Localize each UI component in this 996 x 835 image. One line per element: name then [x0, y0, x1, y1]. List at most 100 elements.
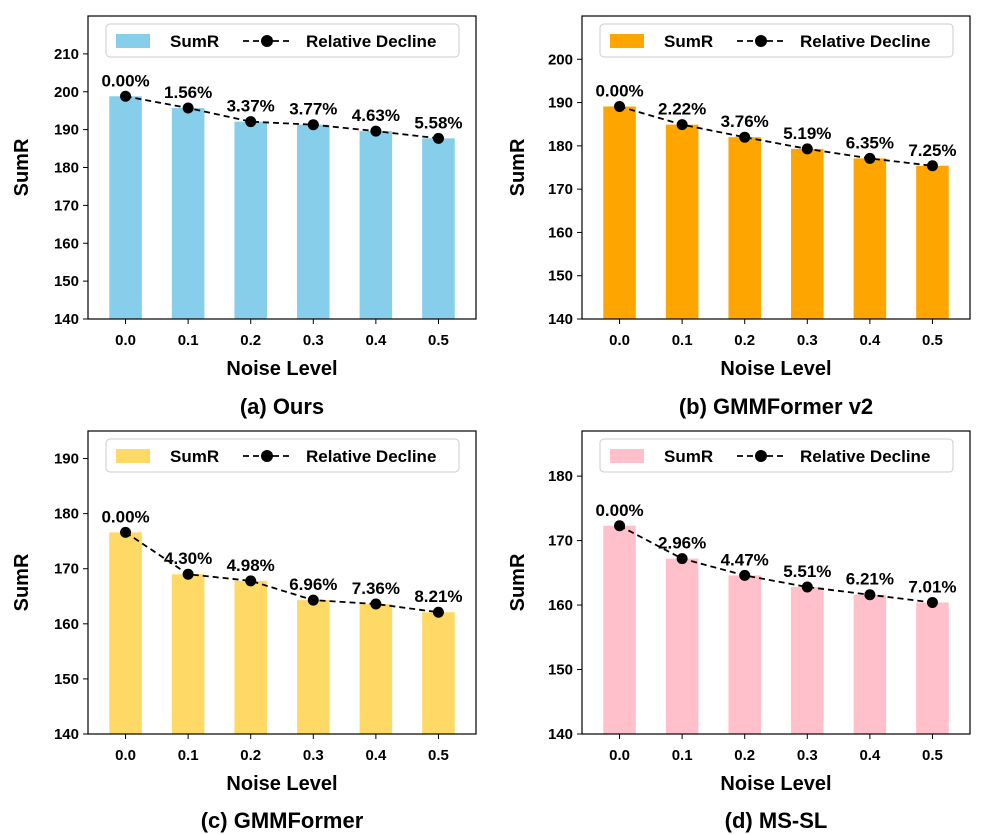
- decline-label: 4.98%: [227, 556, 275, 575]
- bar: [603, 106, 636, 320]
- legend: SumR Relative Decline: [599, 438, 954, 473]
- decline-marker: [432, 132, 444, 144]
- legend-bar-swatch: [610, 449, 644, 463]
- legend-label-sumr: SumR: [170, 32, 219, 51]
- decline-label: 7.36%: [352, 579, 400, 598]
- decline-line: [125, 531, 439, 614]
- bar: [297, 124, 330, 319]
- decline-marker: [182, 102, 194, 114]
- y-tick-label: 150: [54, 671, 79, 688]
- decline-label: 3.76%: [721, 112, 769, 131]
- decline-marker: [926, 596, 938, 608]
- decline-line: [619, 105, 933, 167]
- y-tick-label: 140: [54, 726, 79, 743]
- plot-frame: [87, 430, 477, 735]
- y-tick-label: 200: [548, 51, 573, 68]
- y-tick-label: 160: [548, 224, 573, 241]
- x-axis-label: Noise Level: [226, 358, 337, 380]
- y-tick-label: 180: [54, 160, 79, 177]
- y-tick-label: 140: [548, 726, 573, 743]
- legend: SumR Relative Decline: [105, 438, 460, 473]
- x-tick-label: 0.0: [115, 747, 136, 764]
- x-axis-label: Noise Level: [226, 773, 337, 795]
- decline-label: 7.25%: [908, 141, 956, 160]
- decline-label: 3.37%: [227, 97, 275, 116]
- y-tick-label: 170: [548, 533, 573, 550]
- y-tick-label: 190: [548, 95, 573, 112]
- legend: SumR Relative Decline: [105, 23, 460, 58]
- decline-label: 1.56%: [164, 83, 212, 102]
- decline-marker: [676, 553, 688, 565]
- chart-panel-4: 0.00% 2.96% 4.47% 5.51% 6.21% 7.01% 140 150 160 1…: [507, 430, 971, 833]
- x-tick-label: 0.1: [672, 747, 693, 764]
- bar: [171, 108, 205, 319]
- decline-line: [125, 95, 439, 140]
- legend: SumR Relative Decline: [599, 23, 954, 58]
- decline-label: 5.51%: [783, 562, 831, 581]
- y-tick-label: 160: [54, 235, 79, 252]
- decline-label: 4.63%: [352, 106, 400, 125]
- legend-box: [105, 23, 460, 58]
- y-tick-label: 190: [54, 122, 79, 139]
- chart-panel-3: 0.00% 4.30% 4.98% 6.96% 7.36% 8.21% 140 150 160 1…: [11, 430, 477, 833]
- panel-caption: (d) MS-SL: [725, 808, 828, 833]
- bar: [916, 602, 949, 734]
- y-tick-label: 210: [54, 46, 79, 63]
- decline-marker: [120, 526, 132, 538]
- decline-line: [619, 524, 933, 604]
- legend-bar-swatch: [116, 34, 150, 48]
- y-tick-label: 180: [54, 506, 79, 523]
- legend-marker-swatch: [755, 450, 767, 462]
- decline-marker: [370, 125, 382, 137]
- bar: [665, 124, 699, 319]
- x-tick-label: 0.3: [797, 332, 818, 349]
- y-tick-label: 150: [548, 268, 573, 285]
- panel-caption: (a) Ours: [240, 394, 324, 419]
- x-tick-label: 0.5: [922, 747, 943, 764]
- y-tick-label: 140: [548, 311, 573, 328]
- x-tick-label: 0.2: [734, 747, 755, 764]
- decline-marker: [307, 594, 319, 606]
- bar: [791, 148, 824, 319]
- x-axis-label: Noise Level: [720, 773, 831, 795]
- chart-panel-2: 0.00% 2.22% 3.76% 5.19% 6.35% 7.25% 140 150 160 1…: [507, 15, 971, 419]
- y-tick-label: 170: [54, 197, 79, 214]
- decline-label: 4.47%: [721, 550, 769, 569]
- x-tick-label: 0.0: [609, 332, 630, 349]
- decline-marker: [864, 589, 876, 601]
- legend-label-sumr: SumR: [664, 32, 713, 51]
- decline-marker: [676, 119, 688, 131]
- x-tick-label: 0.5: [428, 332, 449, 349]
- y-tick-label: 190: [54, 451, 79, 468]
- bar: [665, 558, 699, 734]
- bar: [109, 96, 142, 319]
- bar: [359, 603, 393, 734]
- decline-label: 7.01%: [908, 577, 956, 596]
- decline-label: 5.58%: [414, 113, 462, 132]
- bar: [853, 594, 887, 734]
- decline-marker: [182, 568, 194, 580]
- decline-label: 0.00%: [595, 501, 643, 520]
- legend-box: [599, 23, 954, 58]
- y-tick-label: 180: [548, 468, 573, 485]
- x-tick-label: 0.0: [609, 747, 630, 764]
- x-tick-label: 0.4: [365, 332, 387, 349]
- decline-label: 8.21%: [414, 587, 462, 606]
- bar: [728, 575, 761, 734]
- bar: [359, 131, 393, 319]
- bar: [603, 525, 636, 734]
- legend-label-sumr: SumR: [170, 447, 219, 466]
- decline-label: 5.19%: [783, 124, 831, 143]
- decline-marker: [801, 581, 813, 593]
- x-tick-label: 0.1: [672, 332, 693, 349]
- y-tick-label: 160: [54, 616, 79, 633]
- bar: [234, 121, 267, 319]
- decline-label: 0.00%: [101, 71, 149, 90]
- panel-caption: (c) GMMFormer: [201, 808, 364, 833]
- decline-marker: [614, 520, 626, 532]
- decline-label: 2.22%: [658, 100, 706, 119]
- decline-label: 6.96%: [289, 575, 337, 594]
- decline-marker: [120, 90, 132, 102]
- x-tick-label: 0.0: [115, 332, 136, 349]
